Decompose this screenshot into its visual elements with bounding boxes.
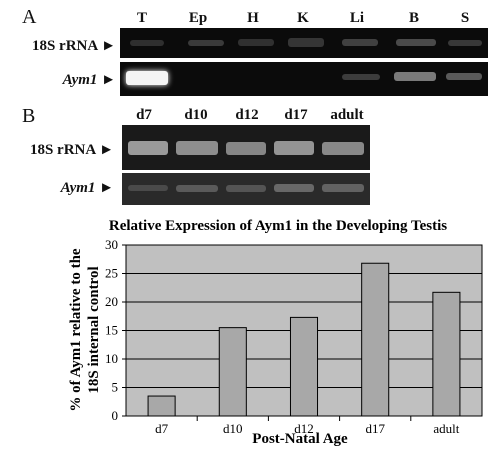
y-tick-label: 15: [105, 323, 118, 338]
gel-b-lane-label: d17: [284, 107, 308, 123]
expression-bar-chart: Relative Expression of Aym1 in the Devel…: [68, 218, 483, 447]
gel-b-row-label-18s: 18S rRNA ►: [29, 142, 114, 158]
gel-b-lane-label: d10: [184, 107, 208, 123]
gel-b-row-18s: [122, 125, 370, 170]
gel-a-row-aym1: [120, 62, 488, 96]
x-tick-label: d7: [155, 421, 169, 436]
y-axis-label-line-2: 18S internal control: [86, 266, 102, 393]
gel-b-row-aym1: [122, 173, 370, 205]
x-axis-ticks: d7 d10 d12 d17 adult: [155, 416, 460, 436]
y-tick-label: 10: [105, 351, 118, 366]
gel-a-lane-label: H: [247, 10, 259, 26]
gel-a-lane-label: T: [136, 10, 147, 26]
gel-a-row-label-18s: 18S rRNA ►: [31, 38, 116, 54]
bar-d12: [289, 316, 319, 417]
gel-a-row-18s: [120, 28, 488, 58]
panel-a-letter: A: [22, 6, 37, 28]
y-axis-ticks: 0 5 10 15 20 25 30: [105, 237, 126, 423]
gel-a-lane-label: Ep: [188, 10, 208, 26]
gel-b-lane-label: d7: [136, 107, 152, 123]
gel-a-lane-label: S: [460, 10, 470, 26]
bar-d17: [361, 262, 390, 417]
y-axis-label-line-1: % of Aym1 relative to the: [68, 248, 84, 411]
x-tick-label: adult: [433, 421, 459, 436]
y-tick-label: 5: [112, 380, 119, 395]
bar-adult: [432, 291, 461, 417]
gel-b-row-label-aym1: Aym1 ►: [60, 180, 114, 196]
gel-a-row-label-aym1: Aym1 ►: [62, 72, 116, 88]
panel-b-letter: B: [22, 105, 36, 127]
gel-a-lane-label: K: [297, 10, 309, 26]
bar-d10: [218, 327, 247, 417]
gel-a-lane-label: Li: [349, 10, 365, 26]
y-tick-label: 30: [105, 237, 118, 252]
y-tick-label: 0: [112, 408, 119, 423]
chart-title: Relative Expression of Aym1 in the Devel…: [109, 218, 447, 234]
gel-b-lane-label: adult: [330, 107, 364, 123]
x-tick-label: d12: [294, 421, 314, 436]
x-tick-label: d10: [223, 421, 243, 436]
bar-d7: [147, 395, 176, 417]
x-tick-label: d17: [365, 421, 385, 436]
gel-b-lane-label: d12: [235, 107, 259, 123]
x-axis-label: Post-Natal Age: [252, 431, 348, 447]
y-tick-label: 25: [105, 266, 118, 281]
gel-a-lane-label: B: [408, 10, 419, 26]
y-tick-label: 20: [105, 294, 118, 309]
